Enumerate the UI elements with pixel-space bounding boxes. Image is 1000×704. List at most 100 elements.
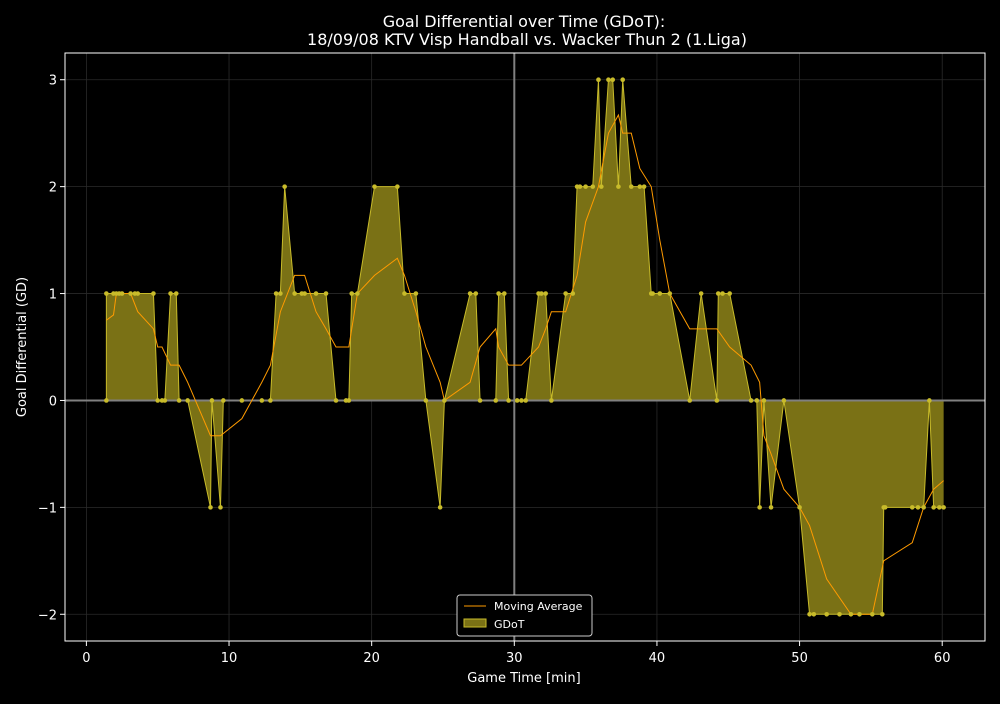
y-tick-label: −2 (38, 608, 57, 623)
gdot-point (208, 505, 213, 510)
gdot-point (477, 398, 483, 403)
gdot-point (273, 291, 279, 296)
gdot-point (857, 611, 862, 617)
moving-average-line (106, 113, 944, 615)
gdot-point (346, 398, 352, 403)
gdot-point (637, 184, 643, 189)
gdot-point (151, 291, 156, 296)
x-tick-label: 40 (649, 651, 666, 666)
x-tick-label: 50 (791, 651, 808, 666)
gdot-point (720, 291, 725, 296)
gdot-point (523, 398, 529, 403)
gdot-point (119, 291, 125, 296)
gdot-point (259, 398, 265, 403)
x-tick-label: 0 (82, 651, 90, 666)
gdot-point (927, 398, 932, 403)
x-tick-label: 60 (934, 651, 951, 666)
gdot-point (313, 291, 319, 296)
gdot-point (837, 611, 842, 617)
gdot-point (754, 398, 760, 403)
gdot-point (496, 291, 501, 296)
gdot-point (519, 398, 524, 403)
gdot-point (355, 291, 360, 296)
gdot-point (333, 398, 339, 403)
gdot-point (543, 291, 548, 296)
y-tick-label: 0 (49, 394, 57, 409)
x-tick-label: 10 (221, 651, 238, 666)
gdot-point (413, 291, 419, 296)
gdot-point (807, 611, 812, 617)
gdot-point (590, 184, 596, 189)
gdot-point (209, 398, 215, 403)
gdot-point (687, 398, 693, 403)
gdot-point (502, 291, 507, 296)
gdot-point (349, 291, 354, 296)
gdot-point (937, 505, 942, 510)
gdot-point (748, 398, 754, 403)
gdot-point (811, 611, 817, 617)
gdot-point (781, 398, 787, 403)
y-axis-label: Goal Differential (GD) (15, 277, 30, 417)
gdot-point (292, 291, 297, 296)
y-tick-label: 2 (49, 181, 57, 196)
gdot-point (882, 505, 888, 510)
x-axis-label: Game Time [min] (467, 671, 580, 686)
gdot-point (372, 184, 377, 189)
gdot-point (921, 505, 926, 510)
x-tick-label: 20 (363, 651, 380, 666)
gdot-point (128, 291, 133, 296)
gdot-point (162, 398, 168, 403)
gdot-point (467, 291, 473, 296)
legend-gdot-swatch (463, 618, 487, 628)
axes-frame (64, 52, 986, 642)
chart-title-line-1: Goal Differential over Time (GDoT): (383, 12, 666, 31)
legend-gdot-label: GDoT (494, 618, 525, 631)
gdot-point (698, 291, 704, 296)
legend-moving-average-label: Moving Average (494, 600, 583, 613)
gdot-point (135, 291, 141, 296)
gdot-point (493, 398, 499, 403)
gdot-point (185, 398, 190, 403)
gdot-point (539, 291, 544, 296)
gdot-point (715, 291, 721, 296)
gdot-point (650, 291, 655, 296)
y-tick-label: 1 (49, 288, 57, 303)
legend-box (456, 594, 593, 637)
gdot-point (616, 184, 621, 189)
gdot-point (577, 184, 583, 189)
gdot-point (155, 398, 161, 403)
y-tick-label: 3 (49, 74, 57, 89)
gdot-point (278, 291, 283, 296)
gdot-point (402, 291, 407, 296)
gdot-point (596, 77, 601, 83)
plot-area (65, 53, 985, 641)
chart-title-line-2: 18/09/08 KTV Visp Handball vs. Wacker Th… (307, 30, 747, 49)
gdot-point (423, 398, 429, 403)
gdot-point (768, 505, 774, 510)
gdot-point (714, 398, 720, 403)
gdot-point (915, 505, 921, 510)
x-tick-label: 30 (506, 651, 523, 666)
gdot-point (757, 505, 762, 510)
gdot-point (437, 505, 443, 510)
gdot-point (563, 291, 568, 296)
gdot-point (218, 505, 223, 510)
legend: Moving Average GDoT (456, 594, 593, 637)
gdot-point (514, 398, 520, 403)
gdot-point (727, 291, 732, 296)
gdot-point (239, 398, 245, 403)
gdot-point (880, 611, 885, 617)
gdot-point (761, 398, 767, 403)
gdot-point (221, 398, 226, 403)
gdot-point (282, 184, 287, 189)
gdot-point (870, 611, 875, 617)
gdot-point (797, 505, 802, 510)
gdot-point (302, 291, 307, 296)
gdot-point (606, 77, 611, 83)
gdot-point (323, 291, 329, 296)
gdot-point (620, 77, 626, 83)
gdot-point (909, 505, 915, 510)
gdot-point (599, 184, 604, 189)
gdot-point (848, 611, 854, 617)
